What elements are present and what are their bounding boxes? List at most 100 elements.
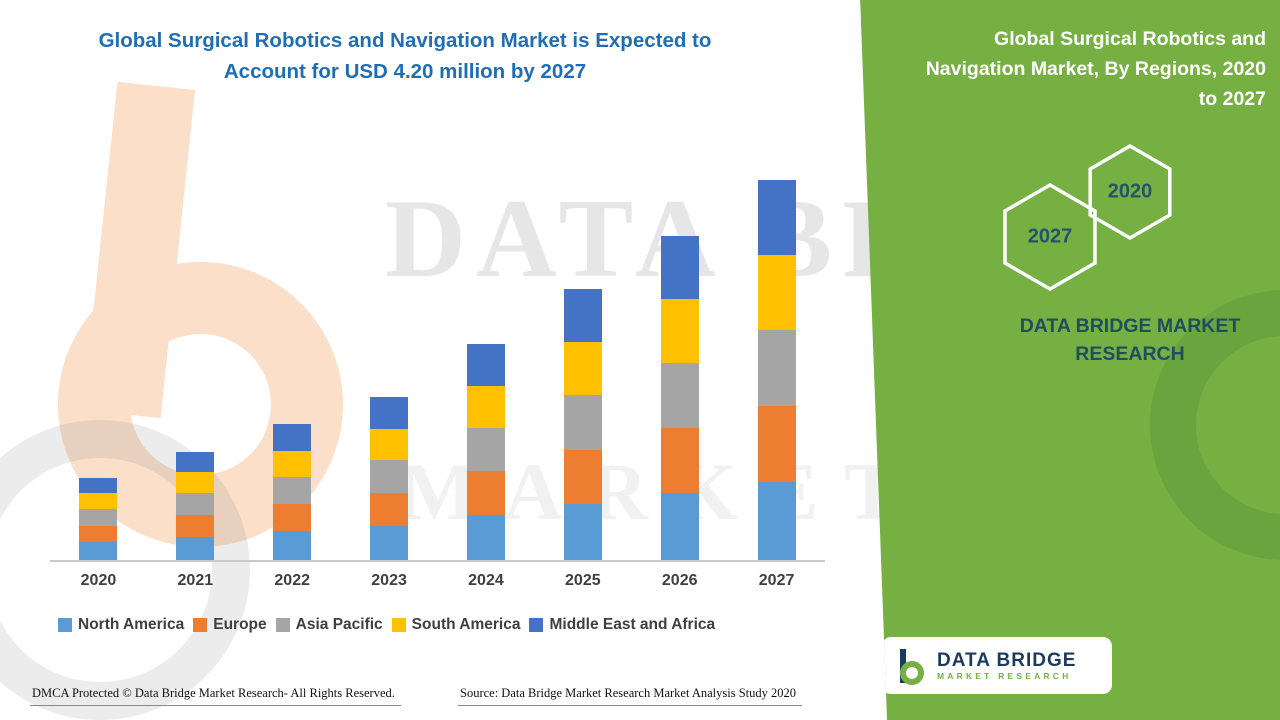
hexagon-2020 [1088, 143, 1172, 241]
legend-label: Middle East and Africa [549, 616, 716, 633]
legend-label: South America [411, 616, 521, 633]
bar-segment-europe [79, 525, 118, 542]
bar-segment-north-america [466, 514, 505, 560]
dmca-notice: DMCA Protected © Data Bridge Market Rese… [30, 686, 401, 706]
bar-segment-middle-east-and-africa [176, 451, 215, 473]
chart-title: Global Surgical Robotics and Navigation … [98, 29, 712, 83]
bar-segment-asia-pacific [370, 460, 409, 494]
stacked-bar-2022 [273, 424, 312, 560]
legend-swatch [275, 618, 290, 632]
legend-label: North America [78, 616, 185, 633]
x-axis-label-2022: 2022 [274, 572, 310, 589]
stacked-bar-2020 [79, 477, 118, 560]
bar-segment-europe [273, 503, 312, 531]
stacked-bar-2023 [370, 397, 409, 560]
x-axis-label-2021: 2021 [177, 572, 214, 589]
x-axis-label-2020: 2020 [80, 572, 117, 589]
legend-swatch [193, 618, 208, 632]
stacked-bar-2021 [176, 451, 215, 560]
bar-segment-middle-east-and-africa [563, 289, 602, 342]
bar-segment-north-america [563, 503, 602, 560]
bar-slot-2021 [147, 180, 244, 560]
legend-item-middle-east-and-africa: Middle East and Africa [529, 616, 715, 634]
legend-item-europe: Europe [193, 616, 267, 634]
stacked-bar-2024 [466, 343, 505, 560]
x-axis-label-2027: 2027 [758, 572, 795, 589]
bar-segment-south-america [660, 298, 699, 363]
hexagon-year-2027: 2027 [1027, 225, 1073, 248]
legend-label: Europe [213, 616, 267, 633]
bar-segment-asia-pacific [176, 493, 215, 515]
legend-swatch [529, 618, 544, 632]
bar-segment-middle-east-and-africa [757, 180, 796, 256]
bar-segment-europe [563, 449, 602, 504]
legend-label: Asia Pacific [295, 616, 383, 633]
brand-logo-name: DATA BRIDGE [937, 649, 1077, 671]
x-axis-line [50, 560, 825, 562]
bar-slot-2026 [631, 180, 728, 560]
legend-swatch [391, 618, 406, 632]
plot-area [50, 180, 825, 560]
bar-segment-europe [466, 471, 505, 515]
bar-segment-south-america [273, 450, 312, 477]
brand-logo-subtitle: MARKET RESEARCH [937, 670, 1072, 681]
bar-segment-europe [370, 493, 409, 526]
bar-segment-south-america [370, 428, 409, 461]
bar-slot-2027 [728, 180, 825, 560]
bar-segment-north-america [660, 493, 699, 560]
bar-segment-north-america [370, 525, 409, 560]
stacked-bar-2027 [757, 180, 796, 560]
legend-item-asia-pacific: Asia Pacific [275, 616, 383, 634]
x-axis-label-2024: 2024 [468, 572, 504, 589]
bar-segment-north-america [757, 482, 796, 560]
hexagon-year-2020: 2020 [1107, 180, 1153, 203]
bar-slot-2025 [534, 180, 631, 560]
bar-segment-north-america [79, 541, 118, 560]
bar-segment-middle-east-and-africa [660, 236, 699, 299]
bar-segment-europe [660, 427, 699, 493]
bar-segment-north-america [176, 536, 215, 560]
bar-segment-asia-pacific [757, 330, 796, 407]
data-bridge-logo-icon [900, 648, 924, 685]
legend-swatch [58, 618, 72, 632]
stacked-bar-2025 [563, 289, 602, 560]
hexagon-years-graphic [1003, 143, 1172, 292]
source-note: Source: Data Bridge Market Research Mark… [458, 686, 803, 706]
bar-segment-middle-east-and-africa [466, 343, 505, 386]
bar-segment-south-america [563, 341, 602, 396]
bar-slot-2022 [244, 180, 341, 560]
bar-segment-asia-pacific [79, 509, 118, 526]
bar-segment-south-america [176, 472, 215, 494]
panel-brand-text: DATA BRIDGE MARKET RESEARCH [1019, 315, 1241, 366]
panel-title: Global Surgical Robotics and Navigation … [925, 28, 1266, 111]
bar-slot-2024 [438, 180, 535, 560]
bar-segment-europe [176, 514, 215, 537]
bar-segment-south-america [466, 385, 505, 429]
bar-segment-south-america [79, 493, 118, 510]
legend: North America Europe Asia Pacific South Ame… [58, 616, 838, 634]
legend-item-north-america: North America [58, 616, 184, 634]
x-axis-label-2023: 2023 [371, 572, 407, 589]
bar-slot-2020 [50, 180, 147, 560]
x-axis-label-2025: 2025 [565, 572, 601, 589]
bar-segment-south-america [757, 255, 796, 331]
bar-segment-middle-east-and-africa [79, 477, 118, 494]
legend-item-south-america: South America [391, 616, 521, 634]
bar-segment-middle-east-and-africa [370, 397, 409, 429]
brand-logo-box: DATA BRIDGE MARKET RESEARCH [882, 637, 1112, 694]
x-axis-labels: 2020 2021 2022 2023 2024 2025 2026 2027 [50, 572, 825, 590]
x-axis-label-2026: 2026 [661, 572, 698, 589]
bar-segment-asia-pacific [466, 428, 505, 472]
stacked-bar-2026 [660, 236, 699, 560]
bar-slot-2023 [341, 180, 438, 560]
bar-segment-europe [757, 406, 796, 483]
hexagon-2027 [1003, 182, 1097, 292]
bar-segment-middle-east-and-africa [273, 424, 312, 451]
brand-logo-text: DATA BRIDGE MARKET RESEARCH [937, 650, 1076, 682]
bar-segment-north-america [273, 531, 312, 560]
bar-segment-asia-pacific [660, 362, 699, 428]
bar-segment-asia-pacific [273, 476, 312, 504]
bar-segment-asia-pacific [563, 395, 602, 450]
